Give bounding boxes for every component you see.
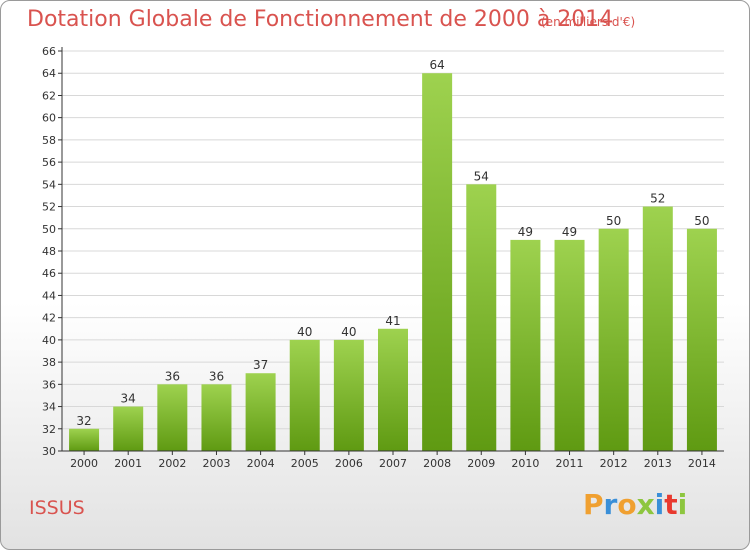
bar — [201, 384, 232, 451]
logo-letter: t — [664, 488, 678, 521]
x-tick-label: 2005 — [291, 457, 319, 470]
y-tick-label: 60 — [42, 112, 56, 125]
y-tick-label: 30 — [42, 445, 56, 458]
bar — [598, 228, 629, 451]
data-label: 37 — [253, 358, 268, 372]
y-tick-label: 36 — [42, 378, 56, 391]
data-label: 50 — [606, 214, 621, 228]
bar — [510, 239, 541, 451]
y-tick-label: 38 — [42, 356, 56, 369]
bar — [554, 239, 585, 451]
data-label: 41 — [385, 314, 400, 328]
y-tick-label: 42 — [42, 312, 56, 325]
x-tick-label: 2000 — [70, 457, 98, 470]
x-tick-label: 2008 — [423, 457, 451, 470]
y-tick-label: 50 — [42, 223, 56, 236]
data-label: 32 — [76, 414, 91, 428]
x-tick-label: 2011 — [556, 457, 584, 470]
x-tick-label: 2004 — [247, 457, 275, 470]
logo-letter: i — [654, 488, 665, 521]
y-tick-label: 56 — [42, 156, 56, 169]
y-tick-label: 48 — [42, 245, 56, 258]
y-tick-label: 40 — [42, 334, 56, 347]
y-tick-label: 54 — [42, 178, 56, 191]
logo-letter: x — [636, 488, 655, 521]
y-tick-label: 66 — [42, 45, 56, 58]
y-tick-label: 62 — [42, 89, 56, 102]
proxiti-logo: Proxiti — [583, 488, 687, 521]
x-tick-label: 2014 — [688, 457, 716, 470]
data-label: 36 — [209, 369, 224, 383]
x-tick-label: 2007 — [379, 457, 407, 470]
bar — [378, 328, 408, 451]
axes — [61, 47, 724, 452]
x-tick-label: 2003 — [202, 457, 230, 470]
bar — [113, 406, 144, 451]
data-label: 40 — [297, 325, 312, 339]
y-tick-label: 32 — [42, 423, 56, 436]
y-tick-label: 58 — [42, 134, 56, 147]
data-label: 36 — [165, 369, 180, 383]
y-axis-ticks: 30 32 34 36 38 40 42 44 46 48 50 52 54 56 58 60 62 64 66 — [42, 45, 62, 458]
bar — [69, 428, 100, 451]
x-tick-label: 2010 — [511, 457, 539, 470]
data-label: 49 — [562, 225, 577, 239]
y-tick-label: 34 — [42, 401, 56, 414]
data-label: 52 — [650, 192, 665, 206]
data-label: 50 — [694, 214, 709, 228]
bar — [642, 206, 673, 451]
bar — [422, 73, 453, 451]
bar — [157, 384, 188, 451]
bars — [69, 73, 717, 452]
data-labels: 32 34 36 36 37 40 40 41 64 54 49 49 50 52 50 — [76, 58, 709, 428]
data-label: 64 — [429, 58, 444, 72]
x-tick-label: 2012 — [600, 457, 628, 470]
y-tick-label: 52 — [42, 201, 56, 214]
bar — [333, 339, 364, 451]
logo-letter: o — [617, 488, 637, 521]
data-label: 54 — [474, 169, 489, 183]
data-label: 34 — [121, 392, 136, 406]
logo-letter: P — [583, 488, 604, 521]
y-tick-label: 46 — [42, 267, 56, 280]
bar — [245, 373, 276, 451]
x-tick-label: 2001 — [114, 457, 142, 470]
logo-letter: r — [603, 488, 618, 521]
x-tick-label: 2009 — [467, 457, 495, 470]
y-tick-label: 64 — [42, 67, 56, 80]
data-label: 40 — [341, 325, 356, 339]
chart-title: Dotation Globale de Fonctionnement de 20… — [27, 7, 614, 32]
x-tick-label: 2006 — [335, 457, 363, 470]
y-tick-label: 44 — [42, 289, 56, 302]
data-label: 49 — [518, 225, 533, 239]
bar — [466, 184, 497, 452]
gridlines — [62, 50, 724, 452]
bar — [686, 228, 717, 451]
logo-letter: i — [677, 488, 688, 521]
place-name: ISSUS — [29, 497, 85, 519]
x-axis-ticks: 2000 2001 2002 2003 2004 2005 2006 2007 2008 2009… — [70, 451, 716, 470]
bar — [289, 339, 320, 451]
x-tick-label: 2002 — [158, 457, 186, 470]
chart-unit-note: (en milliers d'€) — [541, 15, 636, 29]
x-tick-label: 2013 — [644, 457, 672, 470]
